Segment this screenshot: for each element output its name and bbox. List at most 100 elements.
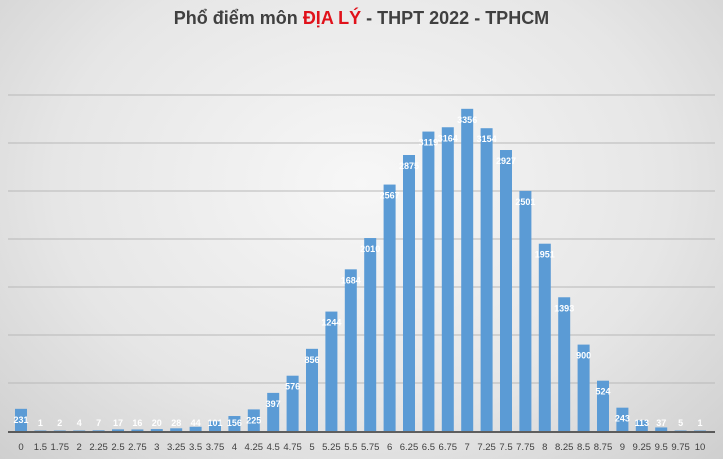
- x-tick-label: 5.5: [344, 442, 357, 453]
- bar: [403, 155, 415, 431]
- data-label: 225: [246, 415, 261, 425]
- data-label: 3356: [457, 115, 477, 125]
- x-tick-label: 9.5: [655, 442, 668, 453]
- data-label: 28: [171, 418, 181, 428]
- bar: [577, 344, 590, 431]
- data-label: 44: [191, 418, 201, 428]
- x-tick-label: 2: [77, 442, 82, 453]
- data-label: 20: [152, 418, 162, 428]
- bar: [655, 427, 668, 431]
- bar: [15, 408, 27, 431]
- x-tick-label: 5.75: [361, 442, 380, 453]
- data-label: 5: [678, 418, 683, 428]
- data-label: 16: [132, 418, 142, 428]
- bar: [325, 311, 338, 431]
- bar: [616, 407, 629, 431]
- bar: [92, 430, 105, 431]
- data-label: 1: [38, 418, 43, 428]
- x-tick-label: 9.75: [671, 442, 690, 453]
- x-tick-label: 9: [620, 442, 625, 453]
- data-label: 7: [96, 418, 101, 428]
- bar: [34, 430, 47, 431]
- data-label: 4: [77, 418, 82, 428]
- bar: [247, 409, 260, 431]
- bar: [189, 426, 202, 431]
- data-label: 231: [13, 415, 28, 425]
- data-label: 1: [697, 418, 702, 428]
- data-label: 101: [207, 418, 222, 428]
- bar: [500, 150, 512, 431]
- x-tick-label: 3.25: [167, 442, 186, 453]
- bar: [150, 429, 163, 431]
- data-label: 3154: [477, 134, 497, 144]
- bar: [170, 428, 183, 431]
- bar: [558, 297, 571, 431]
- x-tick-label: 5.25: [322, 442, 341, 453]
- data-label: 2567: [380, 191, 400, 201]
- data-label: 524: [595, 387, 610, 397]
- data-label: 1244: [321, 318, 341, 328]
- x-tick-label: 4.25: [245, 442, 264, 453]
- data-label: 3119: [419, 138, 439, 148]
- data-label: 1684: [341, 275, 361, 285]
- bar: [344, 269, 357, 431]
- data-label: 17: [113, 418, 123, 428]
- x-tick-label: 7.75: [516, 442, 535, 453]
- x-tick-label: 6.75: [439, 442, 458, 453]
- x-tick-label: 3: [154, 442, 159, 453]
- x-tick-label: 8: [542, 442, 547, 453]
- x-tick-label: 4.75: [283, 442, 302, 453]
- bar: [267, 392, 280, 431]
- x-tick-label: 7.25: [477, 442, 496, 453]
- data-label: 156: [227, 418, 242, 428]
- title-prefix: Phổ điểm môn: [173, 8, 303, 28]
- bar: [461, 108, 474, 431]
- x-tick-label: 2.25: [89, 442, 108, 453]
- bar: [364, 238, 377, 431]
- x-tick-label: 9.25: [633, 442, 652, 453]
- x-tick-label: 7: [465, 442, 470, 453]
- x-tick-label: 4: [232, 442, 237, 453]
- bar: [131, 429, 144, 431]
- data-label: 2927: [496, 156, 516, 166]
- x-tick-label: 1.5: [34, 442, 47, 453]
- bar: [286, 375, 299, 431]
- data-label: 2: [57, 418, 62, 428]
- x-tick-label: 10: [695, 442, 706, 453]
- x-tick-label: 4.5: [267, 442, 280, 453]
- data-label: 2010: [360, 244, 380, 254]
- chart-title: Phổ điểm môn ĐỊA LÝ - THPT 2022 - TPHCM: [0, 8, 723, 29]
- bar: [422, 131, 435, 432]
- x-tick-label: 2.5: [111, 442, 124, 453]
- data-label: 900: [576, 351, 591, 361]
- x-tick-label: 8.5: [577, 442, 590, 453]
- data-label: 397: [266, 399, 281, 409]
- data-label: 576: [285, 382, 300, 392]
- x-tick-label: 6.5: [422, 442, 435, 453]
- bar: [73, 430, 86, 431]
- bar: [635, 420, 648, 431]
- data-label: 3164: [438, 133, 458, 143]
- x-tick-label: 6.25: [400, 442, 419, 453]
- data-label: 2501: [515, 197, 535, 207]
- data-label: 37: [656, 418, 666, 428]
- data-label: 1951: [535, 250, 555, 260]
- data-label: 243: [615, 414, 630, 424]
- x-tick-label: 6: [387, 442, 392, 453]
- data-label: 1393: [554, 303, 574, 313]
- x-tick-label: 2.75: [128, 442, 147, 453]
- data-label: 2875: [399, 161, 419, 171]
- bar: [597, 380, 609, 431]
- bar: [480, 128, 493, 431]
- title-highlight: ĐỊA LÝ: [302, 8, 362, 28]
- bar: [112, 429, 124, 431]
- bar: [694, 430, 706, 431]
- bar: [383, 184, 396, 431]
- x-tick-label: 1.75: [51, 442, 70, 453]
- bar: [228, 416, 241, 431]
- bar: [519, 190, 532, 431]
- bar: [674, 430, 687, 431]
- title-suffix: - THPT 2022 - TPHCM: [361, 8, 550, 28]
- data-label: 856: [304, 355, 319, 365]
